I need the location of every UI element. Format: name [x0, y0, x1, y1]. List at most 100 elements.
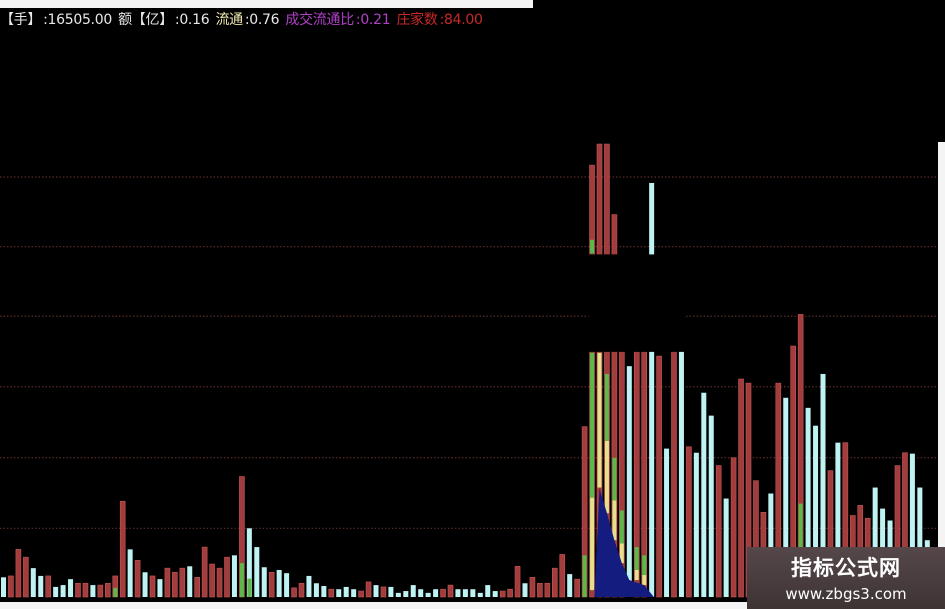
watermark-title: 指标公式网 [791, 556, 901, 580]
volume-bar-segment [604, 440, 609, 514]
volume-bar [336, 589, 342, 597]
volume-bar [8, 575, 14, 598]
volume-bar [268, 571, 275, 598]
volume-bar [343, 586, 349, 597]
volume-bar [909, 453, 915, 597]
volume-value: :16505.00 [43, 12, 112, 28]
volume-bar [477, 592, 483, 597]
volume-bar [664, 448, 670, 597]
volume-bar [97, 584, 104, 598]
volume-bar [693, 452, 699, 597]
volume-bar [201, 546, 208, 598]
volume-bar [395, 592, 401, 597]
volume-bar [209, 563, 215, 598]
volume-bar [485, 585, 491, 597]
volume-bar [805, 407, 811, 597]
volume-bar [403, 591, 409, 597]
volume-bar [410, 585, 416, 597]
volume-bar [149, 575, 156, 598]
volume-bar [246, 528, 252, 597]
volume-bar-segment [590, 497, 595, 591]
volume-bar [276, 569, 282, 597]
volume-bar [179, 567, 186, 598]
volume-bar [820, 373, 826, 597]
volume-bar-segment [590, 352, 595, 498]
volume-bar [68, 579, 74, 597]
float-label: 流通 [215, 12, 243, 28]
volume-bar [447, 584, 454, 598]
volume-bar [656, 355, 662, 598]
volume-bar [358, 590, 364, 598]
volume-bar [574, 578, 580, 598]
volume-bar [462, 589, 468, 597]
volume-bar [559, 554, 566, 598]
volume-bar [686, 446, 692, 598]
volume-bar [708, 415, 714, 597]
volume-bar [373, 585, 379, 597]
volume-bar [15, 549, 22, 598]
masked-band [588, 254, 685, 352]
volume-bar [626, 366, 632, 597]
volume-bar [723, 498, 729, 597]
volume-bar [507, 588, 513, 598]
volume-bar [678, 322, 684, 597]
volume-bar [60, 585, 66, 597]
top-border-strip [0, 0, 533, 8]
volume-bar [499, 590, 506, 598]
volume-bar [544, 582, 551, 598]
volume-bar [365, 581, 372, 598]
blue-area [594, 488, 654, 597]
volume-bar [425, 592, 431, 597]
volume-bar [291, 587, 297, 598]
volume-bar [142, 572, 148, 597]
volume-bar-segment [590, 239, 595, 254]
volume-bar [671, 321, 677, 598]
indicator-header: 【手】:16505.00 额【亿】:0.16 流通:0.76 成交流通比:0.2… [0, 10, 485, 30]
volume-bar [649, 182, 655, 597]
volume-bar [551, 567, 558, 598]
volume-bar-segment [113, 587, 118, 597]
volume-bar [567, 574, 573, 597]
volume-bar [164, 567, 171, 598]
volume-bar [23, 556, 29, 598]
volume-bar [529, 577, 536, 598]
volume-bar [418, 589, 424, 597]
watermark: 指标公式网 www.zbgs3.com [747, 547, 945, 609]
volume-bar [313, 583, 319, 597]
volume-bar-segment [247, 578, 252, 597]
volume-bar [30, 568, 36, 597]
volume-bar-segment [239, 563, 244, 597]
volume-bar-segment [612, 500, 617, 541]
volume-bar [1, 577, 6, 597]
volume-bar [730, 457, 737, 598]
volume-bar [306, 575, 312, 597]
volume-bar [813, 425, 819, 597]
amount-label: 额【亿】 [118, 12, 173, 28]
float-value: :0.76 [244, 12, 280, 28]
volume-bar [53, 586, 59, 597]
volume-bar [75, 582, 81, 598]
volume-bar [351, 589, 357, 597]
volume-bar [231, 555, 237, 597]
volume-bar [537, 582, 543, 598]
volume-bar-segment [612, 457, 617, 501]
volume-bar [127, 549, 133, 597]
volume-bar [738, 378, 744, 598]
volume-bar [872, 487, 878, 597]
volume-label: 【手】 [0, 12, 42, 28]
volume-bar-segment [597, 352, 602, 488]
volume-bar [254, 547, 260, 597]
volume-bar-segment [642, 575, 647, 586]
count-value: :84.00 [439, 12, 483, 28]
volume-bar-segment [582, 555, 587, 597]
volume-bar [433, 589, 439, 597]
volume-bar [835, 442, 841, 597]
volume-bar-segment [619, 510, 624, 544]
volume-bar [216, 567, 223, 598]
volume-bar [455, 589, 461, 597]
count-label: 庄家数 [396, 12, 438, 28]
volume-bar [82, 582, 89, 598]
volume-bar-segment [642, 555, 647, 576]
volume-bar [261, 567, 267, 597]
